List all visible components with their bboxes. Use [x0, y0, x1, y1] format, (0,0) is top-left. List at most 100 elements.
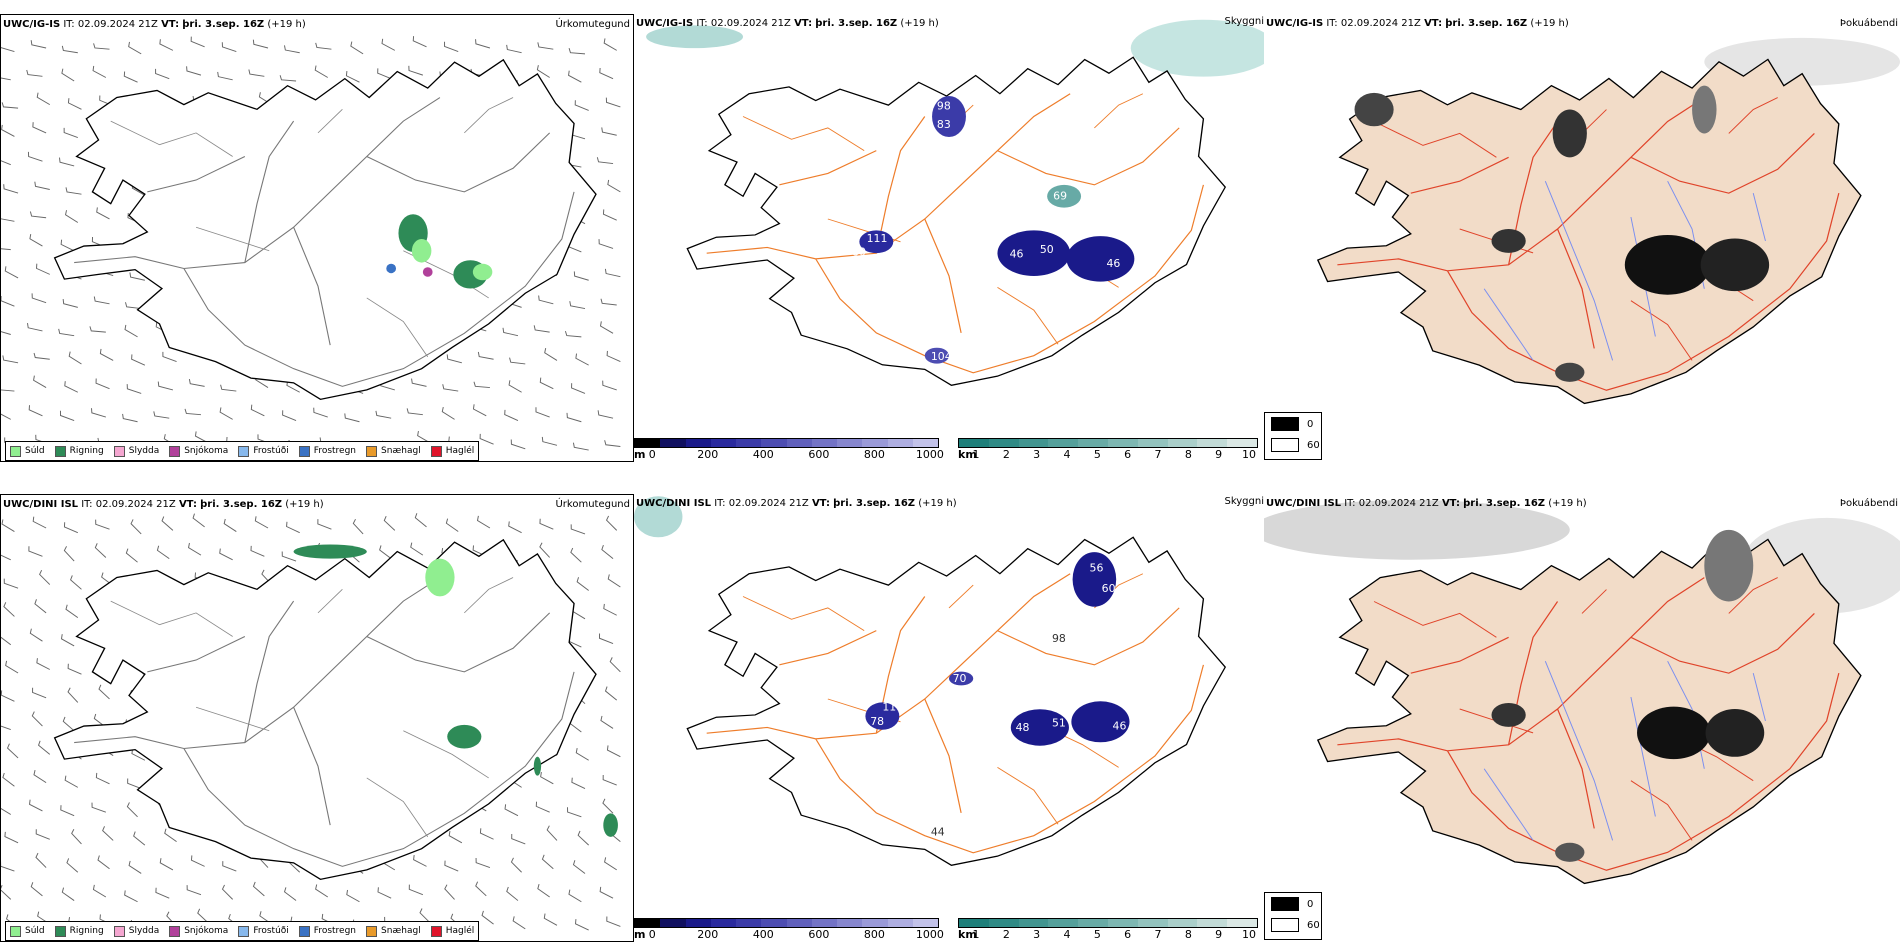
wind-barb — [93, 43, 110, 50]
colorbar-swatch — [988, 439, 1019, 447]
wind-barb — [33, 352, 50, 360]
colorbar-swatch — [710, 439, 736, 447]
precip-patch-drizzle — [472, 263, 493, 281]
precip-legend-item: Snæhagl — [366, 925, 421, 937]
wind-barb — [65, 604, 79, 618]
low-cloud-patch — [1010, 709, 1069, 746]
colorbar-tick: 8 — [1184, 448, 1192, 461]
precip-panel-title: UWC/DINI ISL IT: 02.09.2024 21Z VT: þri.… — [3, 499, 324, 510]
wind-barb — [96, 207, 110, 220]
precip-legend-swatch — [430, 445, 442, 457]
precip-panel-title: UWC/IG-IS IT: 02.09.2024 21Z VT: þri. 3.… — [3, 19, 306, 30]
wind-barb — [544, 348, 558, 361]
cloud-label: 56 — [1090, 563, 1104, 575]
precip-patch-snow — [422, 267, 433, 277]
wind-barb — [575, 919, 589, 931]
colorbar-swatch — [1048, 439, 1079, 447]
wind-barb — [1, 808, 12, 815]
wind-barb — [186, 885, 202, 896]
wind-barb — [600, 298, 617, 306]
wind-barb — [26, 69, 43, 77]
precip-patch-rain — [293, 544, 367, 559]
low-cloud-patch — [924, 347, 949, 364]
wind-barb — [472, 404, 487, 417]
colorbar-tick: 3 — [1033, 928, 1041, 941]
wind-barb — [188, 542, 202, 556]
wind-barb — [596, 157, 614, 165]
wind-barb — [91, 802, 107, 813]
wind-barb — [377, 887, 392, 899]
colorbar-swatch — [837, 919, 863, 927]
colorbar-swatch — [1197, 919, 1228, 927]
wind-barb — [510, 439, 526, 450]
precip-map — [1, 513, 621, 931]
wind-barb — [599, 886, 614, 899]
precip-legend-item: Frostúði — [238, 925, 289, 937]
wind-barb — [509, 357, 526, 365]
wind-barb — [6, 743, 19, 759]
wind-barb — [606, 916, 621, 927]
visibility-panel-row1: UWC/IG-IS IT: 02.09.2024 21Z VT: þri. 3.… — [634, 14, 1264, 462]
wind-barb — [475, 39, 491, 49]
colorbar-swatch — [1197, 439, 1228, 447]
wind-barb — [281, 551, 297, 562]
wind-barb — [605, 97, 621, 108]
wind-barb — [30, 40, 47, 49]
cloud-label: 98 — [1052, 633, 1066, 645]
colorbar-swatch — [710, 919, 736, 927]
precip-type-title: Úrkomutegund — [555, 499, 630, 510]
wind-barb — [607, 574, 621, 588]
wind-barb — [125, 548, 138, 563]
precip-legend-item: Frostregn — [298, 925, 357, 937]
wind-barb — [164, 828, 177, 842]
wind-barb — [576, 577, 589, 591]
wind-barb — [381, 38, 396, 51]
wind-barb — [99, 348, 114, 361]
visibility-colorbar: km 1 2 3 4 5 6 7 8 9 10 — [958, 438, 1258, 462]
wind-barb — [35, 852, 47, 868]
wind-barb — [601, 544, 614, 560]
wind-barb — [32, 122, 47, 134]
colorbar-tick: 400 — [752, 928, 774, 941]
wind-barb — [313, 407, 328, 418]
wind-barb — [126, 802, 138, 818]
wind-barb — [254, 516, 269, 529]
sea-fog — [646, 25, 744, 49]
wind-barb — [5, 660, 19, 674]
wind-barb — [419, 908, 431, 924]
wind-barb — [512, 916, 526, 930]
wind-barb — [566, 412, 582, 423]
precip-legend-label: Snjókoma — [184, 926, 229, 936]
wind-barb — [607, 179, 621, 193]
wind-barb — [223, 518, 237, 532]
precip-legend-label: Frostregn — [313, 446, 357, 456]
precip-legend-label: Snæhagl — [381, 446, 421, 456]
wind-barb — [32, 516, 47, 529]
colorbar-swatch — [862, 919, 888, 927]
wind-barb — [250, 404, 265, 417]
wind-barb — [506, 44, 522, 54]
precip-legend-label: Frostregn — [313, 926, 357, 936]
wind-barb — [102, 826, 114, 841]
wind-barb — [65, 187, 82, 195]
colorbar-swatch — [1137, 919, 1168, 927]
low-cloud-patch — [1071, 701, 1130, 743]
wind-barb — [36, 92, 51, 106]
precip-legend-item: Súld — [10, 445, 45, 457]
precip-legend-item: Rigning — [54, 445, 104, 457]
colorbar-swatch — [1078, 439, 1108, 447]
colorbar-tick: 800 — [863, 448, 885, 461]
wind-barb — [406, 408, 423, 416]
precip-legend-item: Frostúði — [238, 445, 289, 457]
wind-barb — [155, 68, 170, 80]
colorbar-swatch — [837, 439, 863, 447]
wind-barb — [600, 715, 614, 729]
wind-barb — [533, 325, 550, 333]
wind-barb — [36, 658, 50, 670]
colorbar-swatch — [660, 919, 686, 927]
wind-barb — [599, 67, 614, 80]
precip-legend-swatch — [238, 445, 250, 457]
colorbar-swatch — [1048, 919, 1079, 927]
precip-legend-item: Snæhagl — [366, 445, 421, 457]
visibility-map: 48 51 46 56 60 78 110 70 98 44 — [634, 496, 1226, 866]
